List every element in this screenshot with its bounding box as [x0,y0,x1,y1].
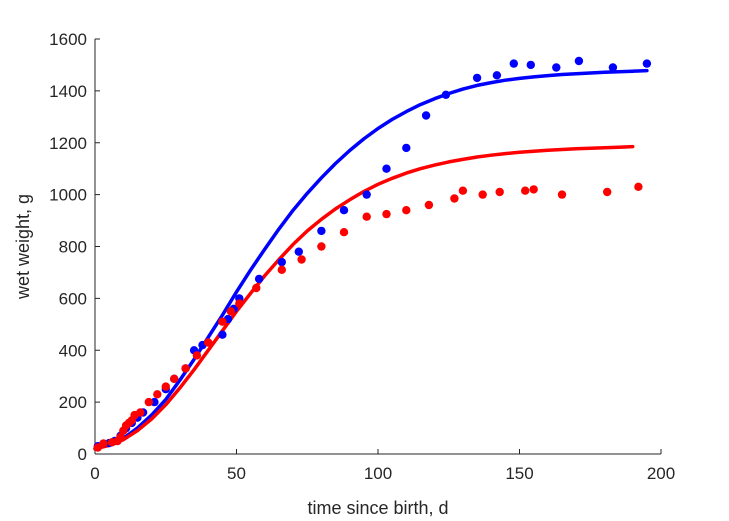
x-tick-label: 0 [90,464,99,483]
data-point [252,283,261,293]
data-point [472,73,482,83]
data-point [116,432,125,442]
data-point [557,190,567,199]
data-point [297,255,306,264]
data-point [521,186,530,195]
data-point [181,364,190,373]
x-tick-label: 50 [227,464,246,483]
y-tick-label: 1400 [49,82,87,101]
data-point [529,185,538,194]
data-point [277,265,286,274]
data-point [362,190,371,199]
data-point [424,200,434,210]
y-tick-label: 800 [59,238,87,257]
data-point [441,90,451,100]
data-point [144,397,153,407]
data-point [382,164,391,173]
data-point [218,317,227,326]
data-point [204,338,213,347]
data-point [509,59,518,68]
y-tick-label: 1600 [49,30,87,49]
data-point [339,206,349,215]
data-point [153,390,162,399]
data-point [317,242,326,251]
data-point [402,206,411,215]
x-tick-label: 100 [364,464,392,483]
data-point [608,63,618,72]
x-tick-label: 200 [647,464,675,483]
data-point [99,439,108,448]
y-tick-label: 0 [78,445,87,464]
data-points [93,56,652,452]
data-point [642,59,652,68]
data-point [574,56,584,66]
data-point [458,186,468,195]
data-point [634,182,643,191]
data-point [339,228,349,237]
data-point [402,143,411,153]
data-point [478,190,487,199]
data-point [317,226,326,236]
data-point [421,111,431,120]
axes: 0 50 100 150 200 0 200 400 600 800 1000 1200 1400 160… [49,30,675,483]
data-point [170,374,179,383]
y-tick-label: 600 [59,289,87,308]
fit-curve-3 [93,144,635,451]
data-point [235,299,244,308]
data-point [382,209,391,219]
data-point [218,330,227,339]
x-axis-label: time since birth, d [307,498,448,518]
data-point [277,257,286,267]
data-point [136,408,145,417]
data-point [526,60,535,70]
data-point [552,63,561,72]
y-axis-label: wet weight, g [13,194,33,300]
data-point [495,187,504,197]
y-tick-label: 1200 [49,134,87,153]
data-point [492,71,502,80]
data-point [254,274,264,284]
data-point [362,212,371,221]
y-tick-label: 400 [59,341,87,360]
data-point [450,194,459,203]
x-tick-label: 150 [505,464,533,483]
data-point [161,382,170,391]
y-tick-label: 200 [59,393,87,412]
fitted-curves [93,68,649,451]
data-point [294,247,303,256]
data-point [226,307,235,316]
y-tick-label: 1000 [49,186,87,205]
data-point [603,187,612,197]
data-point [192,351,202,360]
